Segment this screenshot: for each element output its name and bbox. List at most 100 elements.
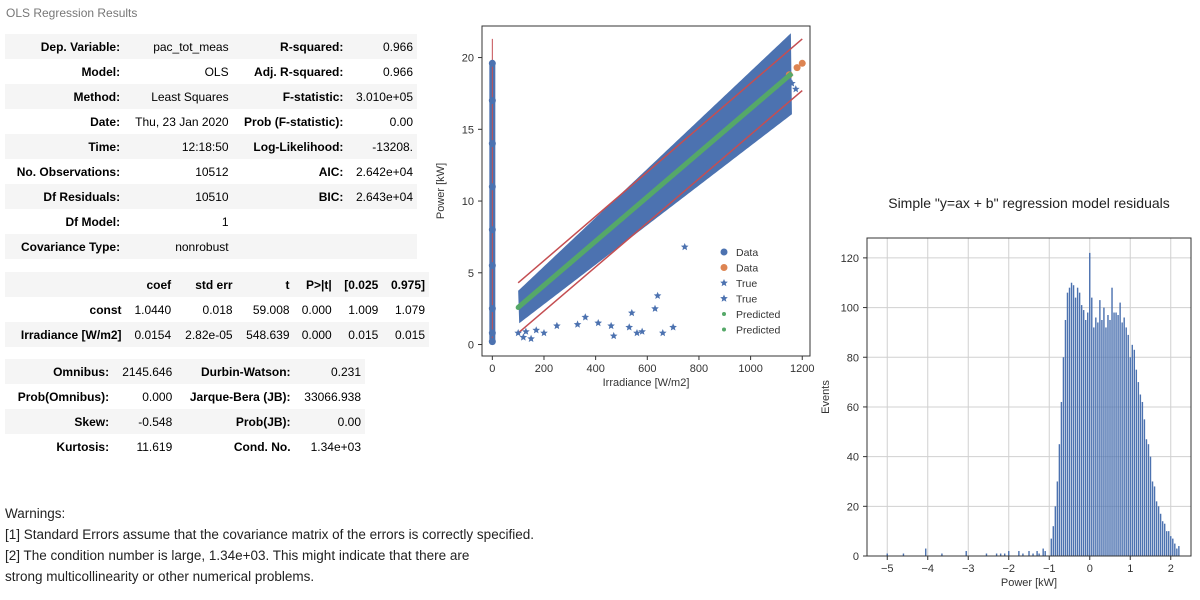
- stat-label: F-statistic:: [232, 84, 348, 109]
- legend-label: Predicted: [736, 309, 781, 321]
- histogram-bar: [1129, 357, 1131, 556]
- table-header-row: coef std err t P>|t| [0.025 0.975]: [5, 272, 429, 297]
- stat-label: [232, 234, 348, 259]
- stat-label: Date:: [90, 114, 121, 129]
- true-point: [669, 323, 677, 331]
- x-tick-label: −3: [962, 563, 975, 575]
- coefficient-table: coef std err t P>|t| [0.025 0.975] const 1.0440…: [5, 272, 429, 347]
- histogram-bar: [1117, 315, 1119, 556]
- histogram-bar: [1123, 317, 1125, 556]
- y-tick-label: 20: [847, 501, 859, 513]
- stat-value: 0.00: [294, 409, 365, 434]
- true-point: [514, 329, 522, 337]
- stat-value: Thu, 23 Jan 2020: [135, 114, 229, 129]
- histogram-bar: [999, 553, 1002, 556]
- y-tick-label: 40: [847, 452, 859, 464]
- warning-line: strong multicollinearity or other numeri…: [5, 569, 315, 584]
- histogram-bar: [1038, 553, 1040, 556]
- stat-value: Least Squares: [124, 84, 233, 109]
- histogram-bar: [1127, 334, 1129, 556]
- table-row: Irradiance [W/m2] 0.0154 2.82e-05 548.639 0.…: [5, 322, 429, 347]
- true-point: [532, 326, 540, 334]
- predicted-line: [516, 71, 794, 310]
- histogram-bar: [1168, 531, 1170, 556]
- histogram-bar: [1008, 551, 1010, 556]
- histogram-bar: [1178, 546, 1180, 556]
- y-tick-label: 0: [853, 551, 859, 563]
- stat-label: R-squared:: [232, 34, 348, 59]
- stat-label: Adj. R-squared:: [254, 64, 344, 79]
- x-tick-label: −5: [881, 563, 894, 575]
- stat-value: 10510: [124, 184, 233, 209]
- histogram-bar: [1018, 551, 1020, 556]
- x-tick-label: 1000: [738, 363, 762, 375]
- data-point: [488, 59, 496, 67]
- histogram-bar: [1103, 307, 1105, 556]
- true-point: [700, 161, 708, 169]
- true-point: [594, 319, 602, 327]
- x-tick-label: 2: [1168, 563, 1174, 575]
- histogram-bar: [1131, 344, 1133, 556]
- histogram-bar: [1072, 285, 1075, 556]
- stat-label: Prob (F-statistic):: [244, 114, 344, 129]
- histogram-bar: [1054, 506, 1057, 556]
- y-tick-label: 100: [841, 303, 859, 315]
- table-cell: 59.008: [252, 302, 290, 317]
- table-cell: 0.015: [382, 322, 429, 347]
- data-point: [488, 305, 496, 313]
- histogram-bar: [1076, 287, 1079, 556]
- histogram-bar: [1060, 401, 1063, 556]
- histogram-bar: [1101, 319, 1103, 556]
- histogram-bar: [1082, 310, 1085, 556]
- histogram-bar: [1172, 538, 1174, 556]
- histogram-bar: [1052, 526, 1055, 556]
- histogram-bar: [1003, 553, 1006, 556]
- histogram-bar: [995, 553, 998, 556]
- histogram-bar: [1097, 322, 1099, 556]
- table-row: Kurtosis: 11.619 Cond. No. 1.34e+03: [5, 434, 365, 459]
- histogram-bar: [1058, 444, 1061, 556]
- histogram-bar: [1066, 292, 1069, 556]
- data-point: [793, 64, 801, 72]
- stat-label: [233, 209, 348, 234]
- histogram-bar: [902, 553, 905, 556]
- stat-label: BIC:: [232, 184, 348, 209]
- x-tick-label: 0: [1087, 563, 1093, 575]
- stat-label: Time:: [5, 134, 125, 159]
- column-header: coef: [125, 272, 176, 297]
- plot-frame: [866, 237, 1192, 557]
- true-point: [540, 329, 548, 337]
- diagnostics-table: Omnibus: 2145.646 Durbin-Watson: 0.231 Prob(…: [5, 359, 365, 459]
- stat-label: AIC:: [318, 164, 344, 179]
- legend-marker: [722, 327, 726, 332]
- histogram-bar: [1176, 548, 1178, 556]
- histogram-bar: [1115, 312, 1117, 556]
- true-point: [659, 329, 667, 337]
- stat-value: 1.34e+03: [310, 439, 361, 454]
- legend-label: True: [736, 294, 757, 306]
- histogram-bar: [1159, 513, 1162, 556]
- stat-label: Omnibus:: [5, 359, 114, 384]
- warning-line: [2] The condition number is large, 1.34e…: [5, 548, 470, 563]
- histogram-bar: [1050, 538, 1052, 556]
- stat-value: 0.231: [294, 359, 365, 384]
- table-cell: 0.018: [202, 302, 233, 317]
- variable-name: const: [89, 302, 122, 317]
- warnings-block: Warnings: [1] Standard Errors assume tha…: [5, 503, 534, 587]
- legend-label: Predicted: [736, 325, 781, 337]
- y-tick-label: 0: [468, 340, 474, 352]
- data-point: [488, 226, 496, 234]
- legend-marker: [720, 294, 728, 302]
- true-point: [522, 327, 530, 335]
- true-point: [653, 291, 662, 299]
- legend-label: Data: [736, 263, 758, 275]
- histogram-bar: [1080, 305, 1083, 556]
- y-tick-label: 5: [468, 268, 474, 280]
- model-summary-table: Dep. Variable: pac_tot_meas R-squared: 0.96…: [5, 34, 417, 259]
- table-cell: 0.015: [335, 322, 383, 347]
- true-point: [633, 329, 641, 337]
- stat-label: Model:: [81, 64, 121, 79]
- x-axis-label: Irradiance [W/m2]: [603, 377, 690, 389]
- histogram-bar: [1032, 553, 1034, 556]
- histogram-bar: [1147, 444, 1150, 556]
